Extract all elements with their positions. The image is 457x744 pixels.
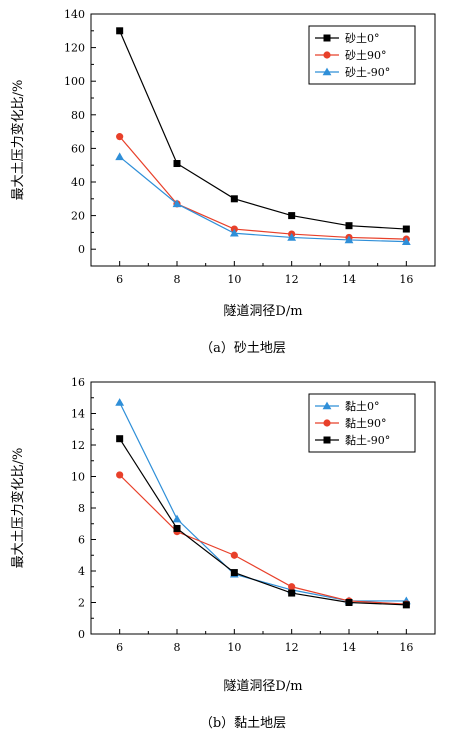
y-tick-label: 120	[64, 42, 85, 55]
panel-b-clay: 0 2 4 6 8 10 12 14 16 6 8 10 12 14 16 隧道洞径D/m 最大土压力变化比/%…	[10, 376, 436, 731]
data-point	[229, 228, 239, 237]
series-line	[119, 156, 407, 243]
y-tick-label: 60	[71, 142, 85, 155]
data-point	[116, 435, 124, 443]
panel-caption: （b）黏土地层	[200, 715, 286, 731]
y-axis-title: 最大土压力变化比/%	[10, 448, 26, 569]
data-point	[173, 524, 181, 532]
data-point	[115, 398, 125, 406]
data-point	[344, 235, 354, 244]
data-point	[230, 195, 238, 203]
y-tick-label: 80	[71, 109, 85, 122]
data-point	[172, 514, 182, 523]
legend-swatch-marker	[323, 436, 331, 444]
y-tick-label: 100	[64, 75, 85, 88]
legend-swatch-marker	[323, 51, 331, 59]
panel-caption: （a）砂土地层	[200, 341, 286, 356]
legend-label: 砂土-90°	[345, 66, 390, 79]
y-tick-label: 0	[78, 628, 85, 641]
x-tick-label: 6	[116, 641, 123, 654]
data-point	[345, 599, 353, 606]
x-tick-label: 14	[342, 273, 356, 286]
data-point	[401, 237, 411, 245]
y-tick-label: 8	[78, 502, 85, 515]
legend-swatch-marker	[322, 401, 332, 410]
y-tick-label: 6	[78, 534, 85, 547]
legend-swatch-marker	[323, 34, 331, 42]
x-tick-label: 8	[174, 641, 181, 654]
series-line	[119, 474, 407, 605]
legend: 砂土0° 砂土90° 砂土-90°	[308, 25, 416, 85]
x-tick-label: 8	[174, 273, 181, 286]
x-tick-label: 10	[227, 273, 241, 286]
data-point	[288, 583, 296, 591]
series-砂土0-	[116, 27, 410, 233]
series-line	[119, 30, 407, 230]
legend: 黏土0° 黏土90° 黏土-90°	[308, 393, 416, 453]
y-tick-label: 2	[78, 597, 85, 610]
legend-label: 砂土90°	[345, 49, 387, 62]
y-tick-label: 12	[71, 439, 85, 452]
x-axis-title: 隧道洞径D/m	[223, 678, 302, 694]
data-point	[287, 233, 297, 241]
data-point	[402, 225, 410, 233]
data-point	[116, 27, 124, 35]
y-tick-label: 14	[71, 408, 85, 421]
x-tick-label: 10	[227, 641, 241, 654]
data-point	[230, 551, 238, 559]
data-point	[116, 133, 124, 141]
series-黏土-90-	[116, 435, 410, 609]
legend-swatch-marker	[323, 419, 331, 427]
y-axis-title: 最大土压力变化比/%	[10, 80, 26, 201]
data-point	[288, 212, 296, 220]
legend-label: 黏土0°	[345, 399, 380, 413]
legend-label: 黏土-90°	[345, 433, 390, 447]
data-point	[230, 569, 238, 577]
x-tick-label: 12	[285, 641, 299, 654]
y-tick-label: 20	[71, 210, 85, 223]
y-tick-label: 10	[71, 471, 85, 484]
data-point	[402, 601, 410, 609]
data-point	[172, 199, 182, 208]
x-axis-title: 隧道洞径D/m	[223, 303, 302, 319]
data-point	[173, 160, 181, 168]
data-point	[288, 589, 296, 597]
y-tick-label: 4	[78, 565, 85, 578]
x-tick-label: 12	[285, 273, 299, 286]
y-tick-label: 140	[64, 8, 85, 21]
legend-label: 砂土0°	[345, 32, 380, 45]
x-tick-label: 14	[342, 641, 356, 654]
x-tick-label: 16	[399, 641, 413, 654]
y-tick-label: 16	[71, 376, 85, 389]
y-tick-label: 40	[71, 176, 85, 189]
y-tick-label: 0	[78, 243, 85, 256]
series-砂土-90-	[115, 152, 411, 245]
legend-label: 黏土90°	[345, 416, 387, 430]
data-point	[115, 152, 125, 161]
x-tick-label: 16	[399, 273, 413, 286]
series-line	[119, 438, 407, 606]
series-黏土90-	[116, 471, 410, 608]
x-tick-label: 6	[116, 273, 123, 286]
data-point	[116, 471, 124, 479]
legend-swatch-marker	[322, 67, 332, 76]
data-point	[345, 222, 353, 230]
series-line	[119, 136, 407, 240]
panel-a-sand: 0 20 40 60 80 100 120 140 6 8 10 12 14 16 隧道洞径D/m 最大土压力…	[10, 8, 436, 356]
